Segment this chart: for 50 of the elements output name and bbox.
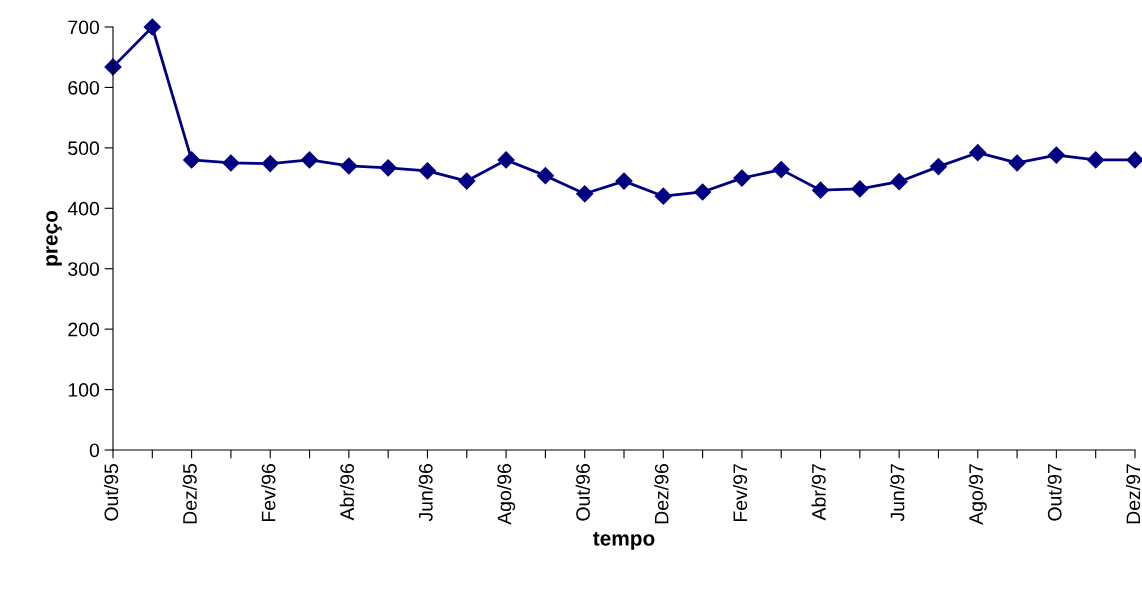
point (340, 157, 358, 175)
point (143, 18, 161, 36)
point (222, 154, 240, 172)
x-tick-label: Dez/96 (654, 464, 669, 524)
point (654, 187, 672, 205)
x-tick-label: Dez/95 (182, 464, 197, 524)
point (1008, 154, 1026, 172)
x-tick-label: Jun/97 (890, 464, 905, 522)
point (733, 169, 751, 187)
point (1087, 151, 1105, 169)
point (615, 172, 633, 190)
point (929, 158, 948, 176)
point (536, 167, 554, 185)
x-tick-label: Fev/96 (261, 464, 276, 522)
y-tick-label: 600 (68, 80, 100, 95)
y-tick-label: 300 (68, 262, 100, 276)
point (497, 151, 515, 169)
point (1126, 151, 1142, 169)
x-tick-label: Abr/96 (339, 464, 355, 521)
x-tick-label: Abr/97 (811, 464, 826, 521)
x-tick-label: Fev/97 (732, 464, 748, 522)
x-tick-label: Dez/97 (1125, 464, 1141, 524)
x-tick-label: Ago/97 (968, 464, 987, 525)
y-tick-label: 100 (68, 383, 100, 397)
point (1047, 146, 1065, 164)
point (418, 162, 437, 180)
x-tick-label: Ago/96 (497, 464, 516, 525)
y-tick-label: 200 (68, 322, 100, 337)
point (851, 180, 869, 198)
y-axis-title: preço (46, 210, 62, 266)
y-tick-label: 500 (68, 141, 100, 156)
point (576, 185, 594, 203)
x-tick-label: Out/96 (575, 464, 590, 521)
point (300, 151, 319, 169)
point (890, 173, 908, 191)
x-tick-label: Out/95 (103, 464, 119, 521)
y-tick-label: 0 (89, 443, 100, 458)
point (772, 161, 790, 179)
x-tick-label: Jun/96 (418, 464, 433, 522)
point (183, 151, 201, 169)
x-tick-label: Out/97 (1047, 464, 1062, 521)
point (261, 155, 279, 173)
point (694, 183, 712, 201)
y-tick-label: 700 (68, 20, 100, 35)
point (458, 172, 476, 190)
point (379, 159, 397, 177)
point (811, 181, 830, 199)
x-axis-title: tempo (593, 531, 655, 550)
point (969, 144, 987, 162)
y-tick-label: 400 (67, 201, 100, 216)
